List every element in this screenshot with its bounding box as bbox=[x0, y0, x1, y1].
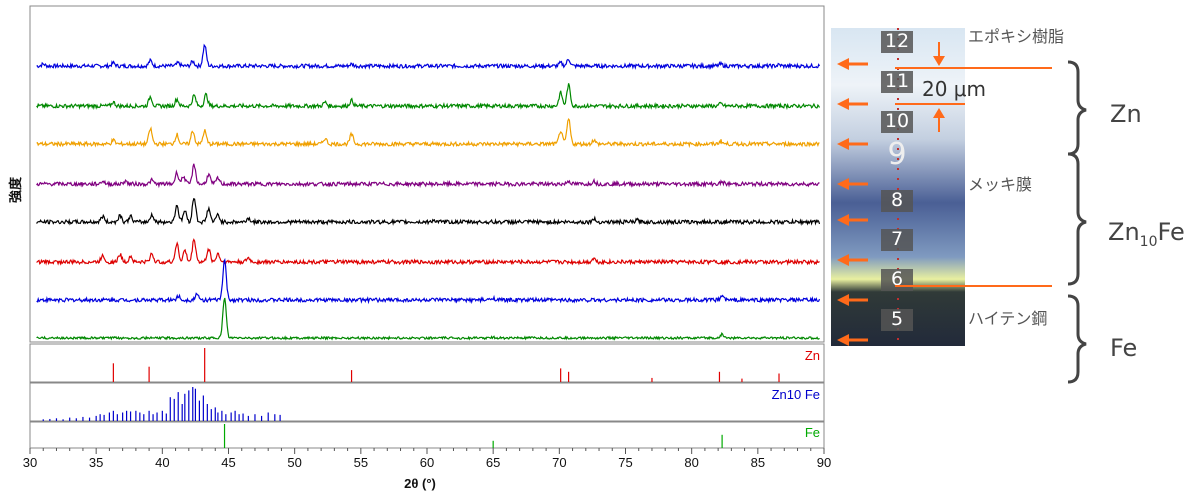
reference-layer bbox=[42, 348, 780, 448]
layer-label: 6 bbox=[891, 268, 903, 290]
layer-label-bg bbox=[881, 229, 913, 251]
x-tick-label: 65 bbox=[486, 455, 500, 470]
x-tick-label: 80 bbox=[684, 455, 698, 470]
steel-label: ハイテン鋼 bbox=[968, 309, 1047, 328]
measurement-arrow bbox=[837, 214, 868, 226]
scale-arrow-bottom-head bbox=[933, 108, 945, 118]
series-line-5 bbox=[36, 197, 821, 227]
plating-label: メッキ膜 bbox=[968, 175, 1032, 194]
main-plot-frame bbox=[29, 5, 825, 343]
series-line-6 bbox=[36, 238, 820, 266]
x-axis: 30 35 40 45 50 55 60 65 70 75 80 85 90 bbox=[23, 448, 831, 470]
x-tick-label: 60 bbox=[420, 455, 434, 470]
layer-label: 9 bbox=[887, 137, 906, 172]
measurement-arrow bbox=[837, 138, 868, 150]
measurement-arrow bbox=[837, 334, 868, 346]
series-line-3 bbox=[36, 117, 820, 149]
phase-label-zn: Zn bbox=[1110, 100, 1142, 128]
phase-label-fe: Fe bbox=[1110, 334, 1137, 362]
layer-label-bg bbox=[881, 309, 913, 331]
phase-zn10fe-base: Zn bbox=[1108, 218, 1140, 246]
measurement-arrow bbox=[837, 178, 868, 190]
ref-panel-fe bbox=[29, 421, 825, 449]
x-tick-label: 45 bbox=[221, 455, 235, 470]
measurement-arrow bbox=[837, 58, 868, 70]
series-line-8 bbox=[36, 297, 820, 341]
ref-panel-zn10fe bbox=[29, 382, 825, 422]
series-line-2 bbox=[36, 83, 821, 111]
phase-label-zn10fe: Zn10Fe bbox=[1108, 218, 1185, 250]
bracket-fe bbox=[1067, 294, 1087, 384]
x-tick-label: 30 bbox=[23, 455, 37, 470]
measurement-arrow bbox=[837, 294, 868, 306]
bracket-zn bbox=[1067, 60, 1087, 156]
layer-label: 7 bbox=[891, 228, 903, 250]
y-axis-label: 強度 bbox=[8, 176, 23, 203]
ref-label-zn: Zn bbox=[805, 348, 820, 363]
ref-panel-zn bbox=[29, 343, 825, 383]
x-tick-label: 40 bbox=[155, 455, 169, 470]
series-layer bbox=[36, 43, 821, 341]
layer-label-bg bbox=[881, 190, 913, 212]
x-tick-label: 85 bbox=[751, 455, 765, 470]
phase-zn10fe-sub: 10 bbox=[1140, 234, 1158, 250]
x-tick-label: 35 bbox=[89, 455, 103, 470]
layer-label-bg bbox=[881, 31, 913, 53]
epoxy-label: エポキシ樹脂 bbox=[968, 27, 1064, 46]
series-line-4 bbox=[36, 163, 820, 189]
layer-label: 12 bbox=[885, 30, 909, 52]
layer-labels: 12 11 10 9 8 7 6 5 bbox=[881, 30, 913, 331]
micrograph: 12 11 10 9 8 7 6 5 20 μm エポキシ樹脂 メッキ膜 ハイテン鋼 bbox=[831, 27, 1064, 346]
x-tick-label: 50 bbox=[287, 455, 301, 470]
x-tick-label: 70 bbox=[552, 455, 566, 470]
scale-arrow-top-head bbox=[933, 56, 945, 66]
phase-zn10fe-suffix: Fe bbox=[1157, 218, 1184, 246]
layer-label-bg bbox=[881, 71, 913, 93]
left-arrows bbox=[837, 58, 868, 346]
series-line-1 bbox=[36, 43, 821, 71]
layer-label-bg bbox=[881, 111, 913, 133]
ref-label-fe: Fe bbox=[805, 425, 820, 440]
layer-label: 10 bbox=[885, 110, 909, 132]
layer-label: 5 bbox=[891, 308, 903, 330]
x-tick-label: 90 bbox=[817, 455, 831, 470]
x-tick-label: 75 bbox=[618, 455, 632, 470]
layer-label: 8 bbox=[891, 189, 903, 211]
layer-label: 11 bbox=[885, 70, 909, 92]
scale-bar-label: 20 μm bbox=[922, 77, 986, 101]
measurement-arrow bbox=[837, 254, 868, 266]
x-axis-label: 2θ (°) bbox=[404, 476, 436, 491]
ref-label-zn10fe: Zn10 Fe bbox=[772, 387, 820, 402]
series-line-7 bbox=[36, 257, 821, 305]
phase-brackets: Zn Zn10Fe Fe bbox=[1067, 60, 1185, 384]
x-tick-label: 55 bbox=[354, 455, 368, 470]
bracket-zn10fe bbox=[1067, 152, 1087, 286]
measurement-arrow bbox=[837, 98, 868, 110]
